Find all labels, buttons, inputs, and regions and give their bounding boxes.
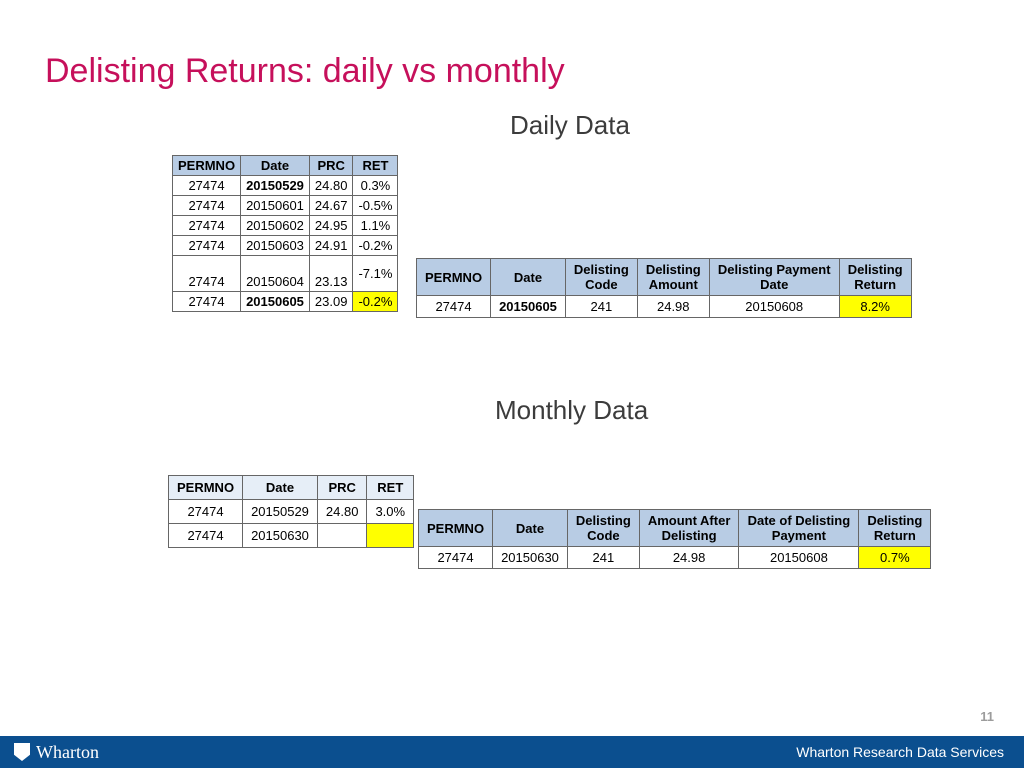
cell-amount: 24.98 (637, 296, 709, 318)
cell: 24.80 (309, 176, 353, 196)
cell-date: 20150630 (493, 547, 568, 569)
cell: 20150529 (243, 500, 318, 524)
col-date: Date (243, 476, 318, 500)
table-row: 274742015052924.800.3% (173, 176, 398, 196)
footer-bar: Wharton Wharton Research Data Services (0, 736, 1024, 768)
cell-code: 241 (567, 547, 639, 569)
cell: 24.95 (309, 216, 353, 236)
table-row: 274742015060224.951.1% (173, 216, 398, 236)
brand-name: Wharton (36, 742, 99, 763)
col-prc: PRC (317, 476, 367, 500)
col-prc: PRC (309, 156, 353, 176)
cell: 27474 (173, 216, 241, 236)
table-row: 274742015060423.13-7.1% (173, 256, 398, 292)
footer-right-text: Wharton Research Data Services (796, 744, 1004, 760)
table-row: 27474 20150630 241 24.98 20150608 0.7% (419, 547, 931, 569)
col-date: Date (493, 510, 568, 547)
col-permno: PERMNO (417, 259, 491, 296)
cell (367, 524, 414, 548)
daily-price-table: PERMNO Date PRC RET 274742015052924.800.… (172, 155, 398, 312)
cell: -0.2% (353, 236, 398, 256)
table-row: 27474 20150605 241 24.98 20150608 8.2% (417, 296, 912, 318)
col-delist-return: DelistingReturn (859, 510, 931, 547)
section-heading-daily: Daily Data (510, 110, 630, 141)
monthly-price-table: PERMNO Date PRC RET 274742015052924.803.… (168, 475, 414, 548)
cell-code: 241 (565, 296, 637, 318)
cell: 27474 (173, 196, 241, 216)
cell: 20150603 (241, 236, 310, 256)
cell: 27474 (173, 236, 241, 256)
cell: 27474 (173, 176, 241, 196)
cell-permno: 27474 (417, 296, 491, 318)
cell: 20150529 (241, 176, 310, 196)
col-amount-after: Amount AfterDelisting (639, 510, 739, 547)
col-permno: PERMNO (173, 156, 241, 176)
col-delist-paydate: Delisting PaymentDate (709, 259, 839, 296)
table-row: 274742015060523.09-0.2% (173, 292, 398, 312)
slide-title: Delisting Returns: daily vs monthly (45, 52, 565, 91)
cell: 20150602 (241, 216, 310, 236)
cell: -7.1% (353, 256, 398, 292)
col-delist-code: DelistingCode (565, 259, 637, 296)
cell: 24.80 (317, 500, 367, 524)
monthly-delisting-table: PERMNO Date DelistingCode Amount AfterDe… (418, 509, 931, 569)
col-date-payment: Date of DelistingPayment (739, 510, 859, 547)
cell: 1.1% (353, 216, 398, 236)
cell-permno: 27474 (419, 547, 493, 569)
cell-date: 20150605 (491, 296, 566, 318)
cell (317, 524, 367, 548)
cell: 23.13 (309, 256, 353, 292)
cell-return: 0.7% (859, 547, 931, 569)
col-delist-return: DelistingReturn (839, 259, 911, 296)
col-ret: RET (353, 156, 398, 176)
col-ret: RET (367, 476, 414, 500)
footer-logo: Wharton (14, 742, 99, 763)
cell-paydate: 20150608 (739, 547, 859, 569)
cell: 27474 (173, 256, 241, 292)
cell: 23.09 (309, 292, 353, 312)
col-delist-code: DelistingCode (567, 510, 639, 547)
table-row: 274742015060324.91-0.2% (173, 236, 398, 256)
cell: 20150601 (241, 196, 310, 216)
cell: 24.67 (309, 196, 353, 216)
section-heading-monthly: Monthly Data (495, 395, 648, 426)
col-date: Date (241, 156, 310, 176)
col-permno: PERMNO (419, 510, 493, 547)
cell: 0.3% (353, 176, 398, 196)
cell-return: 8.2% (839, 296, 911, 318)
col-delist-amount: DelistingAmount (637, 259, 709, 296)
table-row: 274742015052924.803.0% (169, 500, 414, 524)
cell: 24.91 (309, 236, 353, 256)
cell: 20150604 (241, 256, 310, 292)
table-row: 274742015060124.67-0.5% (173, 196, 398, 216)
cell: 20150630 (243, 524, 318, 548)
col-permno: PERMNO (169, 476, 243, 500)
daily-delisting-table: PERMNO Date DelistingCode DelistingAmoun… (416, 258, 912, 318)
cell: -0.5% (353, 196, 398, 216)
cell: 27474 (173, 292, 241, 312)
cell-amount: 24.98 (639, 547, 739, 569)
shield-icon (14, 743, 30, 761)
cell: 27474 (169, 524, 243, 548)
table-row: 2747420150630 (169, 524, 414, 548)
page-number: 11 (980, 709, 994, 724)
cell: 3.0% (367, 500, 414, 524)
cell: 20150605 (241, 292, 310, 312)
cell: -0.2% (353, 292, 398, 312)
cell: 27474 (169, 500, 243, 524)
col-date: Date (491, 259, 566, 296)
cell-paydate: 20150608 (709, 296, 839, 318)
